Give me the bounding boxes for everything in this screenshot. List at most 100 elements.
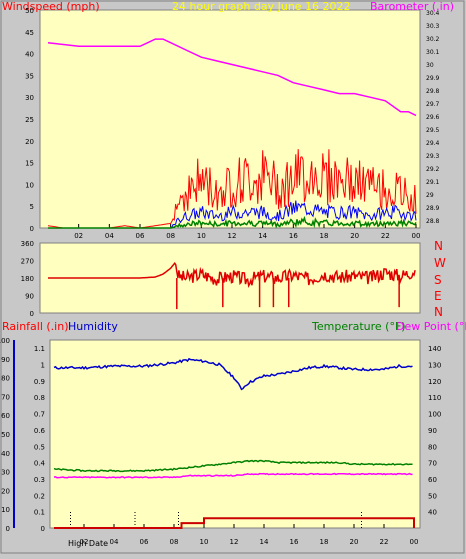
y-tick-label: 25 xyxy=(25,116,34,124)
rainfall-title: Rainfall (.in) xyxy=(2,320,69,333)
x-tick-label: 18 xyxy=(320,538,329,546)
y-tick-label: 35 xyxy=(25,72,34,80)
temp-tick-label: 140 xyxy=(428,345,441,353)
x-tick-label: 14 xyxy=(260,538,269,546)
outer-tick-label: 40 xyxy=(1,450,10,458)
compass-e: E xyxy=(434,289,442,303)
inner-tick-label: 1.1 xyxy=(34,345,45,353)
x-tick-label: 02 xyxy=(80,538,89,546)
dewpoint-title: Dew Point (°F) xyxy=(396,320,466,333)
outer-tick-label: 80 xyxy=(1,375,10,383)
direction-tick-label: 180 xyxy=(21,275,34,283)
temp-tick-label: 50 xyxy=(428,492,437,500)
x-tick-label: 04 xyxy=(105,232,114,240)
y2-tick-label: 29 xyxy=(426,192,434,199)
x-tick-label: 16 xyxy=(290,538,299,546)
y2-tick-label: 30.1 xyxy=(426,49,440,56)
x-tick-label: 20 xyxy=(350,538,359,546)
direction-tick-label: 0 xyxy=(30,310,34,318)
temp-tick-label: 90 xyxy=(428,427,437,435)
humidity-panel xyxy=(49,339,421,529)
outer-tick-label: 100 xyxy=(0,337,10,345)
compass-w: W xyxy=(434,256,446,270)
y-tick-label: 10 xyxy=(25,181,34,189)
x-tick-label: 00 xyxy=(412,232,421,240)
inner-tick-label: 0 xyxy=(41,525,45,533)
rainfall-series xyxy=(54,517,415,529)
y2-tick-label: 29.8 xyxy=(426,88,440,95)
y-tick-label: 40 xyxy=(25,51,34,59)
y2-tick-label: 28.9 xyxy=(426,205,440,212)
outer-tick-label: 10 xyxy=(1,506,10,514)
y2-tick-label: 30.2 xyxy=(426,36,440,43)
inner-tick-label: 0.9 xyxy=(34,378,45,386)
temperature-title: Temperature (°F) xyxy=(311,320,406,333)
x-tick-label: 08 xyxy=(166,232,175,240)
direction-series xyxy=(48,261,416,289)
outer-tick-label: 30 xyxy=(1,469,10,477)
y-tick-label: 50 xyxy=(25,7,34,15)
x-tick-label: 02 xyxy=(74,232,83,240)
outer-tick-label: 0 xyxy=(6,525,10,533)
y-tick-label: 45 xyxy=(25,29,34,37)
compass-s: S xyxy=(434,273,442,287)
outer-tick-label: 20 xyxy=(1,487,10,495)
x-tick-label: 08 xyxy=(170,538,179,546)
temp-tick-label: 130 xyxy=(428,362,441,370)
humidity-series xyxy=(53,357,413,391)
x-tick-label: 22 xyxy=(380,538,389,546)
y2-tick-label: 29.7 xyxy=(426,101,440,108)
temp-tick-label: 100 xyxy=(428,411,441,419)
wind-low-series xyxy=(48,215,417,229)
compass-n-top: N xyxy=(434,239,443,253)
inner-tick-label: 0.1 xyxy=(34,509,45,517)
inner-tick-label: 0.3 xyxy=(34,476,45,484)
inner-tick-label: 1 xyxy=(41,362,45,370)
y2-tick-label: 29.9 xyxy=(426,75,440,82)
compass-n-bottom: N xyxy=(434,305,443,319)
x-tick-label: 20 xyxy=(350,232,359,240)
x-tick-label: 04 xyxy=(110,538,119,546)
barometer-title: Barometer (.in) xyxy=(370,0,454,13)
y-tick-label: 5 xyxy=(30,203,34,211)
y2-tick-label: 29.6 xyxy=(426,114,440,121)
direction-plot: 0 90 180 270 360 xyxy=(21,240,416,318)
y2-tick-label: 29.4 xyxy=(426,140,440,147)
wind-plot: 0 5 10 15 20 25 30 35 40 45 50 28.8 28.9 29 29.1 29.2 29… xyxy=(25,7,439,240)
outer-tick-label: 70 xyxy=(1,393,10,401)
windspeed-title: Windspeed (mph) xyxy=(2,0,100,13)
x-tick-label: 06 xyxy=(136,232,145,240)
outer-tick-label: 60 xyxy=(1,412,10,420)
x-tick-label: 12 xyxy=(230,538,239,546)
direction-tick-label: 270 xyxy=(21,258,34,266)
temp-tick-label: 60 xyxy=(428,476,437,484)
x-tick-label: 16 xyxy=(289,232,298,240)
y2-tick-label: 28.8 xyxy=(426,218,440,225)
outer-tick-label: 90 xyxy=(1,356,10,364)
y2-tick-label: 29.2 xyxy=(426,166,440,173)
temp-tick-label: 70 xyxy=(428,460,437,468)
barometer-series xyxy=(47,38,417,117)
inner-tick-label: 0.4 xyxy=(34,460,46,468)
x-tick-label: 10 xyxy=(200,538,209,546)
inner-tick-label: 0.2 xyxy=(34,492,45,500)
y-tick-label: 15 xyxy=(25,160,34,168)
direction-tick-label: 360 xyxy=(21,240,34,248)
y2-tick-label: 29.1 xyxy=(426,179,440,186)
y-tick-label: 20 xyxy=(25,138,34,146)
inner-tick-label: 0.5 xyxy=(34,443,45,451)
temp-tick-label: 120 xyxy=(428,378,441,386)
x-tick-label: 18 xyxy=(320,232,329,240)
temp-tick-label: 80 xyxy=(428,443,437,451)
x-tick-label: 14 xyxy=(258,232,267,240)
y-tick-label: 30 xyxy=(25,94,34,102)
y2-tick-label: 29.5 xyxy=(426,127,440,134)
temp-tick-label: 40 xyxy=(428,509,437,517)
temp-tick-label: 110 xyxy=(428,394,441,402)
inner-tick-label: 0.6 xyxy=(34,427,46,435)
high-date-label: High Date xyxy=(68,539,108,548)
graph-title: 24 hour graph day June 16 2022 xyxy=(172,0,351,13)
